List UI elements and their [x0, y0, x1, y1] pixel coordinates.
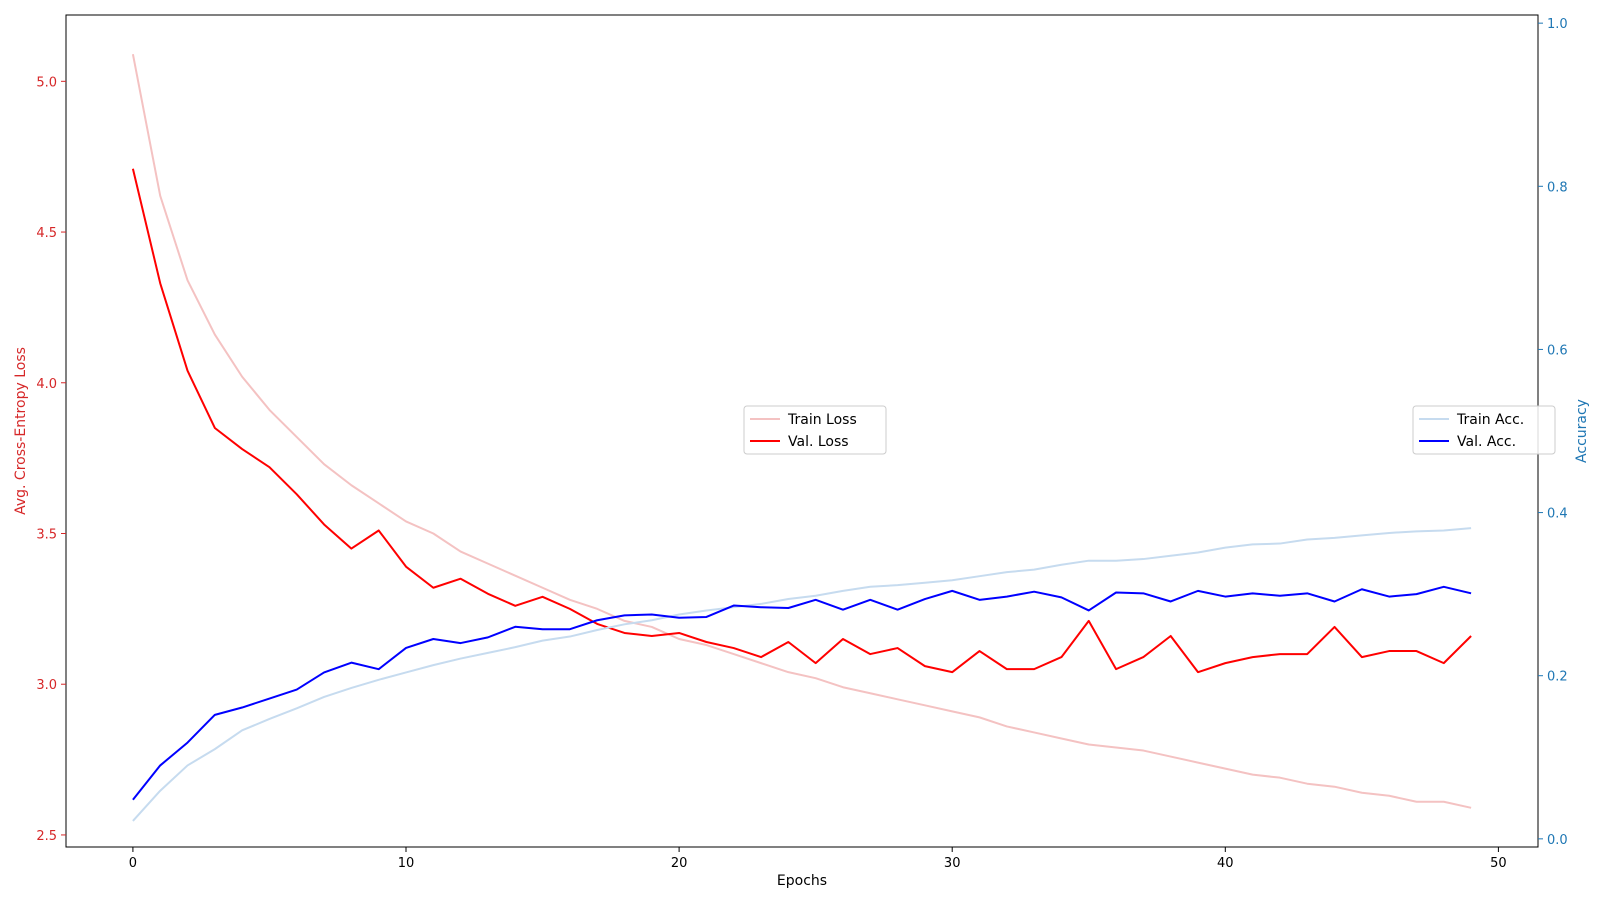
legend-label: Train Loss [787, 412, 857, 428]
right-y-axis-title: Accuracy [1574, 399, 1590, 463]
right-y-tick-label: 0.0 [1547, 833, 1568, 848]
x-tick-label: 40 [1217, 856, 1234, 871]
series-line-val-acc [132, 585, 1472, 801]
series-line-train-acc [132, 527, 1472, 822]
legend-label: Val. Acc. [1457, 434, 1516, 450]
x-axis: 0 10 20 30 40 50 [129, 847, 1507, 871]
right-y-axis: 0.0 0.2 0.4 0.6 0.8 1.0 [1538, 17, 1568, 848]
series-line-val-loss [131, 168, 1472, 674]
series-lines [131, 54, 1472, 822]
x-tick-label: 30 [944, 856, 961, 871]
legend-label: Train Acc. [1456, 412, 1524, 428]
legend-accuracy: Train Acc. Val. Acc. [1412, 405, 1556, 455]
right-y-tick-label: 0.2 [1547, 670, 1568, 685]
right-y-tick-label: 0.8 [1547, 180, 1568, 195]
right-y-tick-label: 0.6 [1547, 343, 1568, 358]
left-y-tick-label: 4.0 [36, 377, 57, 392]
left-y-axis-title: Avg. Cross-Entropy Loss [13, 347, 29, 515]
x-axis-title: Epochs [777, 873, 827, 889]
series-line-train-loss [131, 54, 1472, 809]
right-y-tick-label: 1.0 [1547, 17, 1568, 32]
legend-loss: Train Loss Val. Loss [743, 405, 887, 455]
x-tick-label: 10 [398, 856, 415, 871]
left-y-tick-label: 2.5 [36, 829, 57, 844]
left-y-axis: 2.5 3.0 3.5 4.0 4.5 5.0 [36, 75, 66, 844]
left-y-tick-label: 4.5 [36, 226, 57, 241]
left-y-tick-label: 5.0 [36, 75, 57, 90]
x-tick-label: 50 [1490, 856, 1507, 871]
left-y-tick-label: 3.5 [36, 527, 57, 542]
right-y-tick-label: 0.4 [1547, 507, 1568, 522]
x-tick-label: 20 [671, 856, 688, 871]
legend-label: Val. Loss [788, 434, 849, 450]
x-tick-label: 0 [129, 856, 137, 871]
left-y-tick-label: 3.0 [36, 678, 57, 693]
